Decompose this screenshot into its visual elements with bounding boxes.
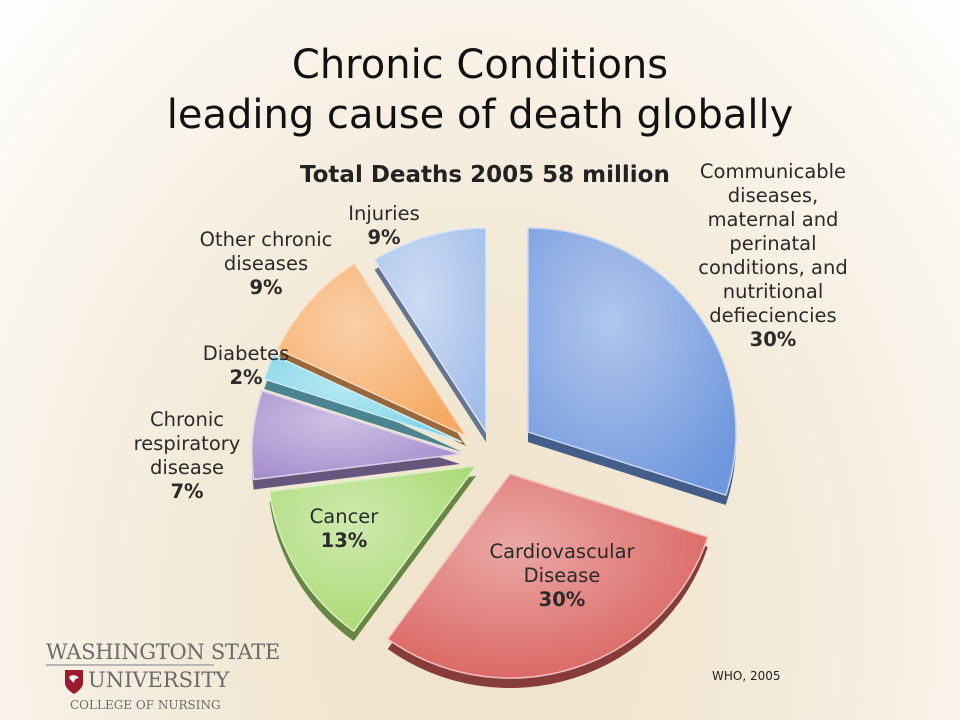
slice-label-injuries: Injuries 9% <box>348 202 419 250</box>
logo-line3: COLLEGE OF NURSING <box>70 698 221 712</box>
slice-label-line: respiratory <box>133 432 241 455</box>
logo-line1: WASHINGTON STATE <box>46 640 280 664</box>
slice-label-line: Chronic <box>149 408 224 431</box>
slice-label-other-chronic: Other chronic diseases 9% <box>200 228 333 300</box>
slice-label-cardiovascular: Cardiovascular Disease 30% <box>489 540 634 612</box>
slice-label-line: Injuries <box>348 202 420 225</box>
pie-slices-layer <box>251 227 737 679</box>
slice-value-label: 7% <box>170 480 204 503</box>
logo-line2: UNIVERSITY <box>88 668 230 692</box>
pie-slice-cardiovascular <box>386 473 709 679</box>
slide-title-line1: Chronic Conditions <box>291 42 669 88</box>
slice-label-line: disease <box>149 456 225 479</box>
slice-label-line: Disease <box>523 564 601 587</box>
pie-slice-injuries <box>373 227 487 435</box>
slice-label-line: Cancer <box>309 505 379 528</box>
slice-label-line: Diabetes <box>202 342 290 365</box>
slice-value-label: 9% <box>367 226 401 249</box>
pie-slice-other-chronic <box>276 262 469 438</box>
slice-label-line: Other chronic <box>199 228 333 251</box>
slice-label-line: diseases, <box>727 184 819 207</box>
slice-label-communicable: Communicable diseases, maternal and perinat… <box>698 160 847 352</box>
chart-title: Total Deaths 2005 58 million <box>300 162 670 188</box>
cougar-shield-icon <box>65 670 83 694</box>
slice-value-label: 30% <box>538 588 586 611</box>
slice-label-line: conditions, and <box>698 256 848 279</box>
source-citation: WHO, 2005 <box>712 669 781 683</box>
slice-label-respiratory: Chronic respiratory disease 7% <box>134 408 241 504</box>
slice-label-line: maternal and <box>707 208 839 231</box>
slice-label-cancer: Cancer 13% <box>310 505 379 553</box>
slice-value-label: 30% <box>749 328 797 351</box>
slice-label-line: nutritional <box>722 280 824 303</box>
slice-value-label: 9% <box>249 276 283 299</box>
university-logo: WASHINGTON STATE UNIVERSITY COLLEGE OF N… <box>46 640 280 712</box>
slice-value-label: 13% <box>320 529 368 552</box>
pie-slice-cancer <box>268 465 478 633</box>
slice-value-label: 2% <box>229 366 263 389</box>
slide-title: Chronic Conditions leading cause of deat… <box>0 40 960 140</box>
slice-label-line: diseases <box>223 252 309 275</box>
pie-slice-communicable <box>527 227 737 496</box>
slice-label-line: defieciencies <box>709 304 837 327</box>
slice-label-line: perinatal <box>729 232 817 255</box>
logo-rule <box>46 664 214 666</box>
slide-title-line2: leading cause of death globally <box>166 92 794 138</box>
slice-label-line: Communicable <box>699 160 847 183</box>
slice-label-diabetes: Diabetes 2% <box>203 342 290 390</box>
pie-slice-diabetes <box>263 354 463 443</box>
pie-slice-respiratory <box>251 390 461 481</box>
slice-label-line: Cardiovascular <box>489 540 635 563</box>
